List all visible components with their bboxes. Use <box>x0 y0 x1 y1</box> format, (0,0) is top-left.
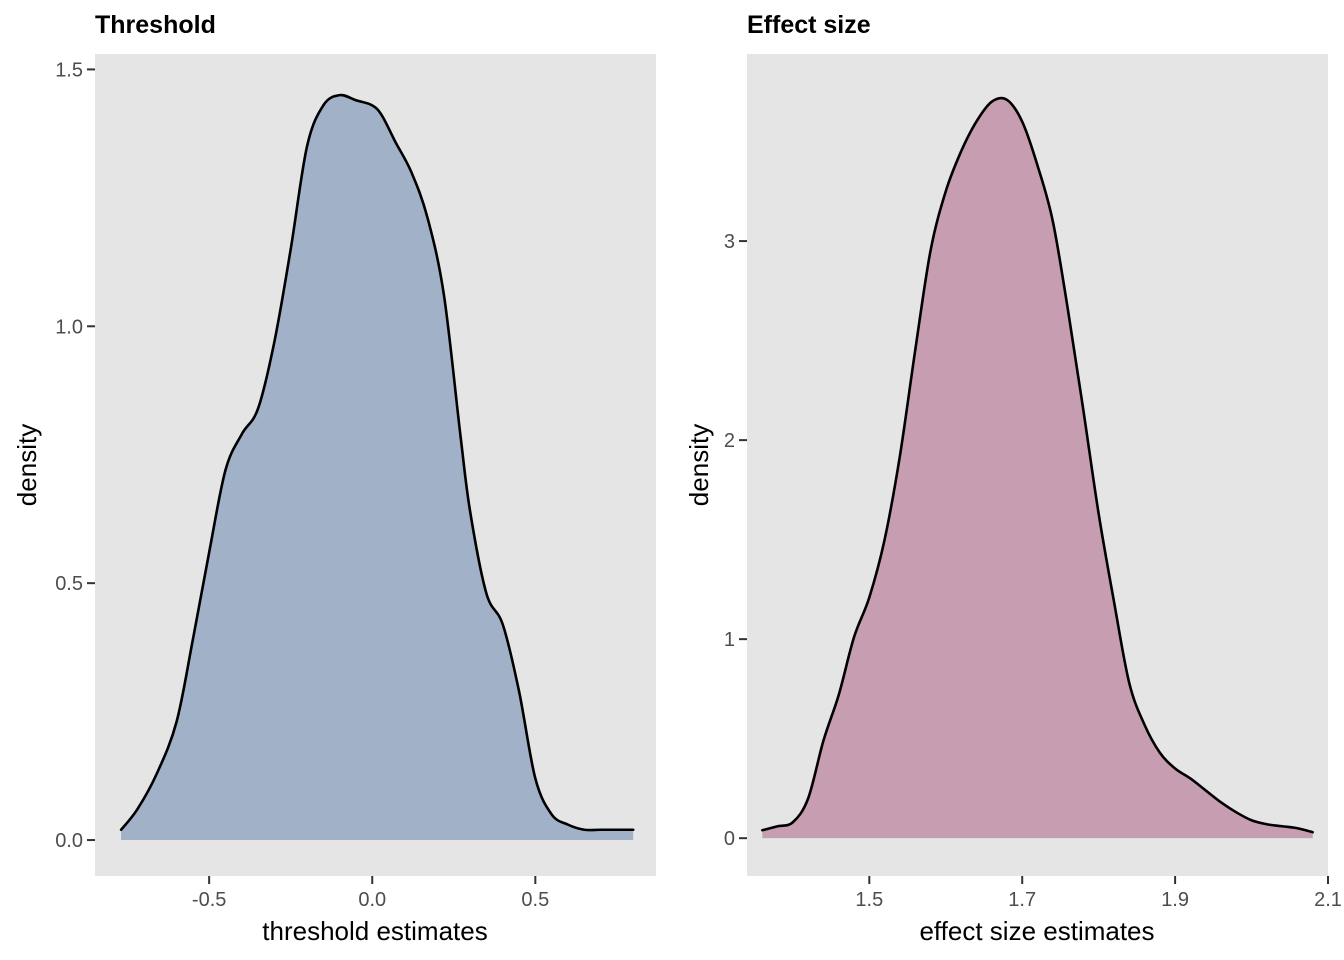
effect-size-panel: Effect size 0 1 2 3 1.5 1.7 1.9 2.1 effect siz… <box>684 11 1342 946</box>
threshold-y-tick-label: 1.5 <box>55 59 83 81</box>
threshold-y-tick-label: 1.0 <box>55 316 83 338</box>
threshold-y-axis-label: density <box>12 424 42 506</box>
threshold-y-axis: 0.0 0.5 1.0 1.5 <box>55 59 95 852</box>
effect-size-x-tick-label: 2.1 <box>1314 889 1342 911</box>
threshold-density-line <box>119 93 635 832</box>
effect-size-x-axis-label: effect size estimates <box>919 916 1154 946</box>
threshold-y-tick-label: 0.0 <box>55 830 83 852</box>
effect-size-x-tick-label: 1.9 <box>1161 889 1189 911</box>
effect-size-title: Effect size <box>747 11 871 39</box>
threshold-x-tick-label: 0.5 <box>521 889 549 911</box>
effect-size-y-tick-label: 2 <box>724 430 735 452</box>
threshold-title: Threshold <box>95 11 216 39</box>
effect-size-y-axis-label: density <box>684 424 714 506</box>
threshold-panel: Threshold 0.0 0.5 1.0 1.5 -0.5 0.0 0.5 thresh… <box>12 11 656 946</box>
threshold-x-tick-label: -0.5 <box>192 889 226 911</box>
effect-size-y-tick-label: 3 <box>724 231 735 253</box>
threshold-x-tick-label: 0.0 <box>358 889 386 911</box>
effect-size-x-tick-label: 1.7 <box>1008 889 1036 911</box>
threshold-y-tick-label: 0.5 <box>55 573 83 595</box>
effect-size-density-area <box>762 97 1313 839</box>
effect-size-density-line <box>760 96 1315 834</box>
effect-size-y-axis: 0 1 2 3 <box>724 231 747 850</box>
effect-size-y-tick-label: 1 <box>724 629 735 651</box>
effect-size-x-axis: 1.5 1.7 1.9 2.1 <box>855 876 1342 911</box>
effect-size-x-tick-label: 1.5 <box>855 889 883 911</box>
threshold-x-axis: -0.5 0.0 0.5 <box>192 876 549 911</box>
effect-size-y-tick-label: 0 <box>724 828 735 850</box>
threshold-density-area <box>121 94 634 841</box>
threshold-x-axis-label: threshold estimates <box>262 916 487 946</box>
